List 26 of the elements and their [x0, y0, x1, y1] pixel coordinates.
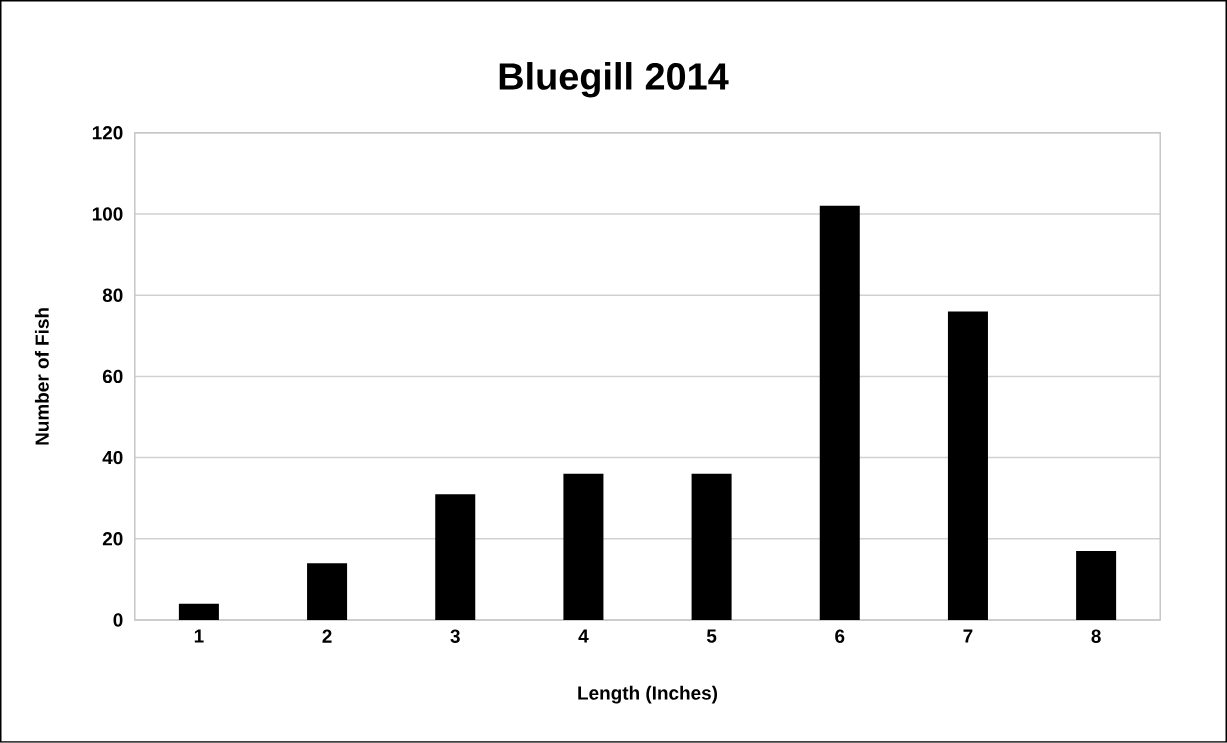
bar	[947, 311, 988, 621]
x-tick-label: 6	[835, 629, 845, 644]
bar	[819, 205, 860, 621]
x-tick-label: 5	[706, 629, 717, 643]
y-tick-label: 120	[92, 126, 123, 140]
bar	[307, 563, 348, 621]
x-tick-label: 7	[963, 629, 973, 643]
y-tick-label: 100	[92, 207, 123, 221]
x-tick-label: 4	[578, 629, 589, 643]
y-axis-title: Number of Fish	[34, 308, 49, 445]
x-tick-label: 8	[1091, 629, 1101, 644]
y-tick-label: 80	[102, 288, 123, 302]
x-tick-label: 2	[322, 629, 332, 643]
bar	[563, 473, 604, 621]
y-tick-label: 60	[102, 369, 123, 384]
x-tick-label: 1	[194, 629, 204, 643]
chart-title: Bluegill 2014	[499, 62, 729, 98]
bar	[178, 603, 219, 621]
y-tick-label: 0	[113, 613, 123, 627]
y-tick-label: 20	[102, 532, 123, 546]
x-tick-label: 3	[450, 629, 460, 644]
bar	[1076, 551, 1117, 621]
bar	[435, 494, 476, 621]
bar	[691, 473, 732, 621]
y-tick-label: 40	[102, 450, 123, 465]
x-axis-title: Length (Inches)	[578, 685, 718, 704]
